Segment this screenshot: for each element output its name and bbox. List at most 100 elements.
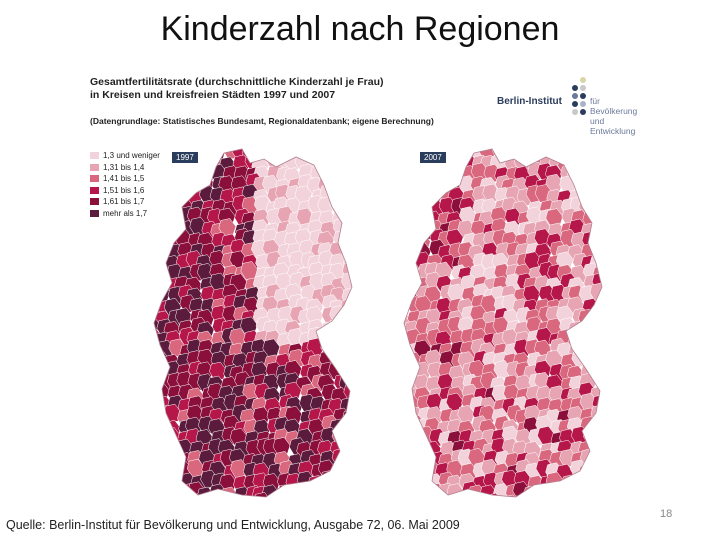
map-district <box>600 331 602 351</box>
map-district <box>341 360 352 379</box>
map-district <box>416 460 434 480</box>
map-district <box>501 149 520 159</box>
map-district <box>594 305 602 324</box>
map-district <box>157 449 176 469</box>
map-district <box>354 320 366 338</box>
map-district <box>600 155 602 175</box>
map-district <box>163 176 182 195</box>
map-district <box>603 341 616 359</box>
slide-title: Kinderzahl nach Regionen <box>160 10 560 48</box>
legend-swatch <box>90 152 99 160</box>
map-district <box>549 149 568 163</box>
map-district <box>341 271 352 291</box>
map-district <box>404 404 414 423</box>
map-district <box>166 208 184 227</box>
map-district <box>524 495 543 497</box>
map-district <box>319 496 338 497</box>
map-district <box>427 151 446 171</box>
map-district <box>339 338 352 357</box>
map-district <box>350 305 352 324</box>
map-district <box>332 481 350 497</box>
map-district <box>558 482 577 497</box>
map-district <box>604 145 616 159</box>
map-district <box>404 161 410 181</box>
map-district <box>321 483 340 497</box>
map-district <box>407 149 426 162</box>
map-district <box>606 360 616 378</box>
map-district <box>339 186 352 206</box>
map-district <box>561 149 579 160</box>
map-district <box>581 175 600 194</box>
map-district <box>154 194 161 214</box>
map-district <box>154 283 171 303</box>
map-district <box>567 496 585 497</box>
map-district <box>605 482 616 500</box>
map-district <box>164 149 183 162</box>
map-district <box>342 162 352 181</box>
map-district <box>406 219 424 239</box>
map-district <box>341 241 352 261</box>
map-district <box>333 496 351 497</box>
map-district <box>593 217 602 237</box>
map-district <box>603 449 616 467</box>
map-district <box>353 229 366 247</box>
map-district <box>320 469 338 489</box>
map-district <box>165 491 183 497</box>
map-district <box>343 174 352 194</box>
map-district <box>579 149 597 163</box>
map-district <box>154 152 160 172</box>
map-district <box>234 494 252 497</box>
map-district <box>604 317 616 335</box>
legend-item: 1,51 bis 1,6 <box>90 185 170 197</box>
map-district <box>513 493 532 497</box>
map-district <box>426 392 444 412</box>
map-district <box>593 418 602 437</box>
map-district <box>413 149 432 164</box>
map-district <box>561 474 579 494</box>
map-district <box>603 163 616 181</box>
map-district <box>349 343 352 363</box>
map-district <box>184 156 203 175</box>
map-district <box>351 485 352 497</box>
map-district <box>284 405 303 425</box>
map-district <box>154 217 162 237</box>
map-district <box>154 209 161 229</box>
legend-item: 1,41 bis 1,5 <box>90 173 170 185</box>
map-district <box>354 441 366 459</box>
map-germany-1997 <box>153 148 366 498</box>
legend-item: 1,31 bis 1,4 <box>90 162 170 174</box>
map-district <box>570 459 588 479</box>
map-district <box>546 480 565 497</box>
map-district <box>332 328 350 347</box>
map-district <box>484 492 503 497</box>
map-district <box>580 416 598 435</box>
map-district <box>404 205 410 225</box>
map-district <box>332 343 351 362</box>
map-district <box>342 471 352 491</box>
map-district <box>404 296 409 316</box>
map-district <box>605 428 616 446</box>
map-district <box>404 350 412 369</box>
map-district <box>308 149 326 160</box>
map-district <box>605 175 616 193</box>
map-district <box>457 404 475 424</box>
map-district <box>350 415 352 435</box>
map-district <box>578 464 596 483</box>
map-district <box>605 462 616 480</box>
map-district <box>154 372 162 391</box>
map-district <box>545 173 564 193</box>
map-district <box>404 239 413 259</box>
map-district <box>154 250 159 270</box>
map-district <box>578 308 596 328</box>
map-district <box>404 462 413 482</box>
map-district <box>589 229 602 249</box>
map-district <box>538 495 556 497</box>
map-district <box>154 232 160 252</box>
map-district <box>404 438 412 457</box>
map-district <box>592 205 602 225</box>
map-district <box>173 162 192 182</box>
map-district <box>223 492 242 497</box>
map-district <box>404 452 421 472</box>
map-district <box>601 274 602 293</box>
map-district <box>154 149 164 164</box>
